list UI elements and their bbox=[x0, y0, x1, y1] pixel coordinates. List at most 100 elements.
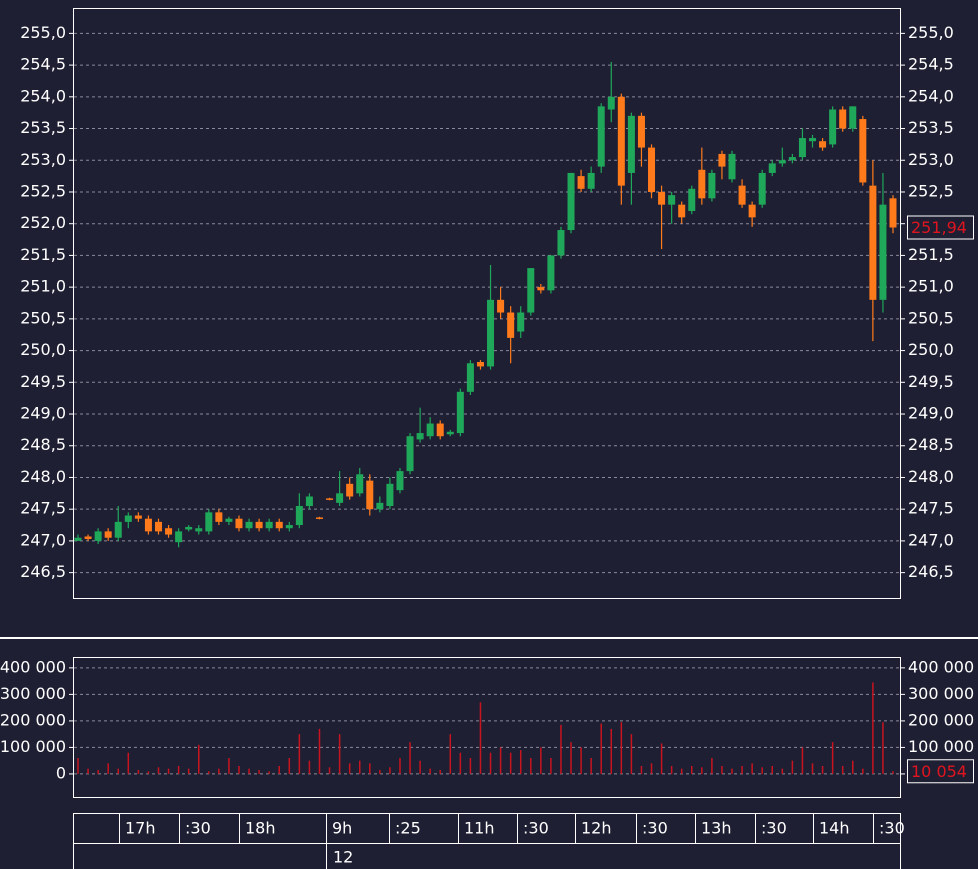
y-tick-label: 248,0 bbox=[20, 467, 66, 486]
y-tick-label: 247,0 bbox=[20, 530, 66, 549]
candle-body bbox=[527, 268, 535, 313]
time-label: 14h bbox=[819, 819, 850, 838]
y-tick-label: 0 bbox=[56, 763, 66, 782]
candle-body bbox=[84, 536, 92, 539]
candle-body bbox=[889, 198, 897, 228]
candle-body bbox=[708, 172, 716, 199]
y-tick-label: 250,5 bbox=[908, 308, 954, 327]
candle-body bbox=[295, 506, 303, 526]
candle-body bbox=[587, 172, 595, 189]
candle-body bbox=[134, 515, 142, 519]
time-label: 18h bbox=[245, 819, 276, 838]
candle-body bbox=[607, 96, 615, 110]
time-label: :25 bbox=[395, 819, 421, 838]
candle-body bbox=[597, 106, 605, 167]
date-label: 12 bbox=[333, 848, 353, 867]
y-tick-label: 200 000 bbox=[908, 710, 974, 729]
candle-body bbox=[356, 474, 364, 494]
y-tick-label: 254,5 bbox=[20, 55, 66, 74]
y-tick-label: 248,5 bbox=[20, 435, 66, 454]
candle-body bbox=[839, 109, 847, 129]
candle-body bbox=[74, 537, 82, 541]
candle-body bbox=[829, 109, 837, 145]
y-tick-label: 249,0 bbox=[908, 404, 954, 423]
candle-body bbox=[315, 517, 323, 519]
candle-body bbox=[255, 521, 263, 529]
y-tick-label: 251,0 bbox=[20, 277, 66, 296]
y-tick-label: 252,5 bbox=[20, 181, 66, 200]
candle-body bbox=[275, 521, 283, 529]
candle-body bbox=[738, 185, 746, 205]
candle-body bbox=[617, 96, 625, 186]
candle-body bbox=[195, 528, 203, 532]
y-tick-label: 100 000 bbox=[908, 737, 974, 756]
y-tick-label: 253,5 bbox=[908, 118, 954, 137]
y-tick-label: 247,0 bbox=[908, 530, 954, 549]
candle-body bbox=[537, 287, 545, 291]
candle-body bbox=[386, 483, 394, 507]
candle-body bbox=[416, 433, 424, 440]
candle-body bbox=[557, 230, 565, 256]
candle-body bbox=[547, 255, 555, 291]
y-tick-label: 253,5 bbox=[20, 118, 66, 137]
candle-body bbox=[728, 153, 736, 180]
candle-body bbox=[648, 147, 656, 192]
y-tick-label: 251,0 bbox=[908, 277, 954, 296]
y-tick-label: 251,5 bbox=[908, 245, 954, 264]
y-tick-label: 253,0 bbox=[20, 150, 66, 169]
time-label: 17h bbox=[125, 819, 156, 838]
candle-body bbox=[175, 531, 183, 543]
candle-body bbox=[879, 204, 887, 300]
candle-body bbox=[376, 502, 384, 510]
time-label: :30 bbox=[185, 819, 211, 838]
candle-body bbox=[497, 299, 505, 313]
y-tick-label: 247,5 bbox=[20, 499, 66, 518]
candle-body bbox=[104, 531, 112, 538]
candle-body bbox=[396, 471, 404, 491]
candle-body bbox=[658, 191, 666, 205]
y-tick-label: 254,0 bbox=[908, 86, 954, 105]
candle-body bbox=[798, 138, 806, 158]
y-tick-label: 250,0 bbox=[908, 340, 954, 359]
candle-body bbox=[748, 204, 756, 218]
candle-body bbox=[446, 431, 454, 435]
candle-body bbox=[94, 531, 102, 541]
time-label: :30 bbox=[642, 819, 668, 838]
y-tick-label: 251,5 bbox=[20, 245, 66, 264]
y-tick-label: 255,0 bbox=[908, 23, 954, 42]
candle-body bbox=[456, 391, 464, 434]
candle-body bbox=[809, 138, 817, 142]
y-tick-label: 400 000 bbox=[0, 657, 66, 676]
y-tick-label: 250,5 bbox=[20, 308, 66, 327]
candle-body bbox=[426, 423, 434, 437]
y-tick-label: 254,5 bbox=[908, 55, 954, 74]
y-tick-label: 100 000 bbox=[0, 737, 66, 756]
candle-body bbox=[849, 106, 857, 129]
time-label: 12h bbox=[581, 819, 612, 838]
candle-body bbox=[768, 163, 776, 173]
candle-body bbox=[285, 525, 293, 529]
candle-body bbox=[124, 515, 132, 522]
candle-body bbox=[154, 521, 162, 532]
time-label: :30 bbox=[523, 819, 549, 838]
candle-body bbox=[466, 363, 474, 392]
time-label: 9h bbox=[332, 819, 352, 838]
y-tick-label: 300 000 bbox=[0, 684, 66, 703]
y-tick-label: 247,5 bbox=[908, 499, 954, 518]
candle-body bbox=[235, 518, 243, 529]
y-tick-label: 248,5 bbox=[908, 435, 954, 454]
candle-body bbox=[688, 188, 696, 212]
candle-body bbox=[637, 115, 645, 148]
y-tick-label: 254,0 bbox=[20, 86, 66, 105]
date-frame bbox=[73, 843, 901, 869]
candle-body bbox=[326, 498, 334, 500]
candle-body bbox=[346, 483, 354, 497]
candle-body bbox=[869, 185, 877, 300]
candle-body bbox=[758, 172, 766, 205]
y-tick-label: 252,5 bbox=[908, 181, 954, 200]
candle-body bbox=[517, 312, 525, 332]
last-value-label: 10 054 bbox=[911, 762, 967, 781]
